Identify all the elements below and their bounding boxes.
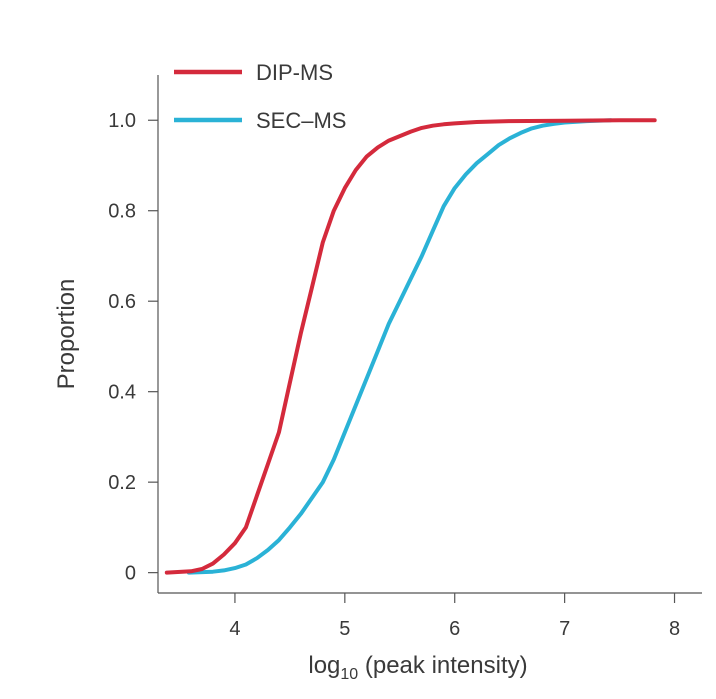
series-line-dip-ms (164, 118, 657, 575)
x-axis-title-prefix: log (308, 652, 340, 679)
x-axis-title: log10 (peak intensity) (308, 652, 527, 683)
x-tick-label: 8 (669, 618, 680, 640)
x-tick-label: 5 (339, 618, 350, 640)
x-tick-label: 7 (559, 618, 570, 640)
x-tick-label: 6 (449, 618, 460, 640)
y-axis-title: Proportion (53, 279, 80, 390)
legend: DIP-MS SEC–MS (174, 60, 346, 133)
y-tick-label: 0 (125, 563, 136, 585)
y-tick-label: 0.8 (108, 201, 136, 223)
series-layer (164, 118, 657, 575)
y-tick-label: 0.6 (108, 291, 136, 313)
x-tick-label: 4 (229, 618, 240, 640)
x-axis-ticks: 4 5 6 7 8 (229, 593, 680, 640)
y-tick-label: 0.4 (108, 382, 136, 404)
y-axis-ticks: 0 0.2 0.4 0.6 0.8 1.0 (108, 110, 158, 585)
x-axis-title-suffix: (peak intensity) (358, 652, 527, 679)
x-axis-title-subscript: 10 (340, 666, 358, 683)
y-tick-label: 1.0 (108, 110, 136, 132)
y-tick-label: 0.2 (108, 472, 136, 494)
legend-label: SEC–MS (256, 108, 346, 133)
series-line-sec-ms (186, 118, 613, 575)
legend-label: DIP-MS (256, 60, 333, 85)
